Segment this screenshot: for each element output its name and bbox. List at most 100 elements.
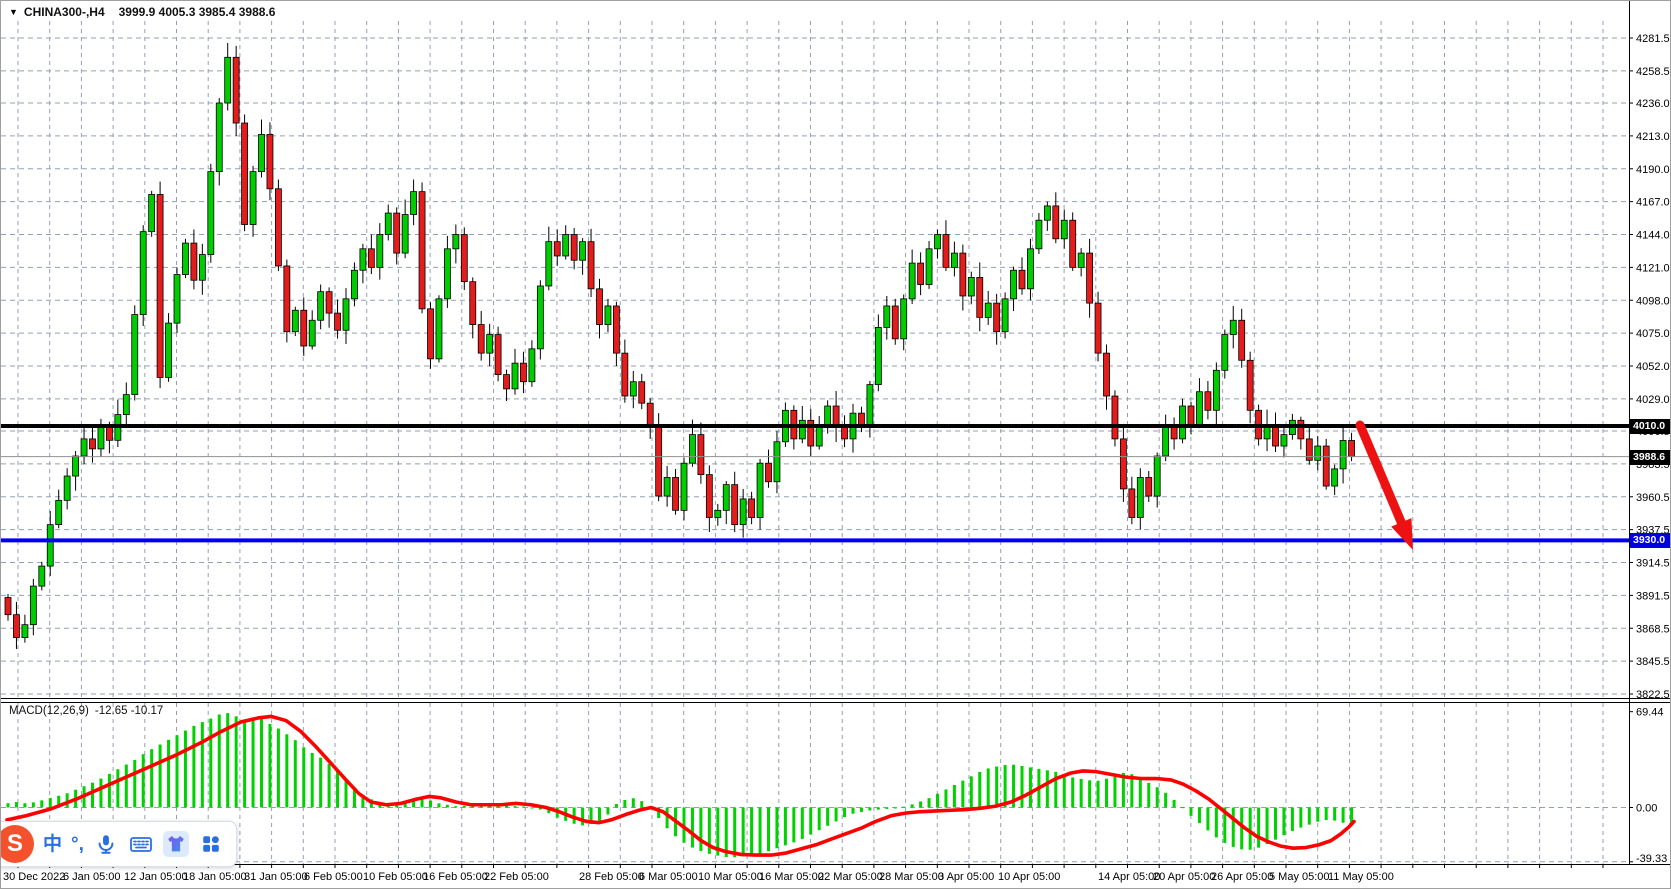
time-tick-label: 28 Feb 05:00 — [579, 871, 644, 883]
apps-grid-icon[interactable] — [198, 831, 224, 857]
macd-bar — [192, 725, 196, 808]
macd-bar — [1054, 771, 1058, 808]
macd-bar — [361, 795, 365, 808]
price-tick-label: 4098.0 — [1636, 295, 1670, 307]
macd-bar — [91, 782, 94, 808]
bear-candle — [587, 241, 595, 290]
bull-candle — [308, 319, 316, 347]
bull-candle — [1339, 440, 1347, 470]
bear-candle — [1069, 219, 1077, 268]
macd-bar — [1088, 780, 1092, 808]
bear-candle — [1305, 438, 1313, 461]
arrow-head[interactable] — [1391, 518, 1413, 550]
macd-bar — [927, 798, 931, 808]
macd-bar — [572, 807, 576, 824]
macd-bar — [1274, 807, 1277, 840]
bear-candle — [241, 122, 249, 225]
macd-bar — [1062, 774, 1066, 808]
bull-candle — [680, 462, 688, 511]
bull-candle — [173, 274, 181, 324]
macd-bar — [23, 803, 27, 808]
bear-candle — [469, 281, 477, 325]
microphone-icon[interactable] — [93, 831, 119, 857]
bear-candle — [942, 234, 950, 268]
macd-bar — [919, 801, 923, 808]
macd-tick-label: -39.33 — [1636, 853, 1667, 865]
bull-candle — [629, 381, 637, 397]
bear-candle — [477, 324, 485, 354]
bull-candle — [401, 214, 409, 254]
macd-bar — [488, 806, 492, 808]
sogou-logo-icon[interactable]: S — [1, 825, 34, 863]
bull-candle — [528, 348, 536, 383]
bull-candle — [511, 362, 519, 390]
bull-candle — [1229, 319, 1237, 335]
symbol-dropdown-icon[interactable]: ▼ — [9, 7, 18, 17]
macd-bar — [412, 800, 416, 808]
time-tick-label: 26 Apr 05:00 — [1211, 871, 1273, 883]
macd-bar — [1341, 807, 1345, 823]
bear-candle — [1120, 438, 1127, 490]
macd-bar — [1147, 782, 1151, 808]
bull-candle — [545, 241, 553, 287]
bull-candle — [1043, 205, 1051, 221]
bear-candle — [300, 309, 308, 347]
keyboard-icon[interactable] — [128, 831, 154, 857]
time-tick-label: 3 Apr 05:00 — [938, 871, 994, 883]
bear-candle — [959, 252, 967, 297]
time-tick-label: 22 Mar 05:00 — [818, 871, 883, 883]
bull-candle — [359, 248, 367, 271]
price-axis[interactable]: 4281.5 4258.5 4236.0 4213.0 4190.0 4167.0 4144… — [1629, 33, 1670, 865]
macd-bar — [809, 807, 813, 835]
macd-bar — [124, 764, 128, 808]
bull-candle — [410, 191, 418, 215]
macd-bar — [767, 807, 770, 852]
bear-candle — [283, 265, 291, 333]
bull-candle — [1280, 434, 1288, 447]
arrow-shaft[interactable] — [1355, 420, 1406, 527]
bear-candle — [1094, 302, 1102, 354]
time-tick-label: 6 Mar 05:00 — [639, 871, 698, 883]
macd-bar — [479, 806, 483, 808]
macd-bar — [116, 769, 120, 808]
macd-bar — [1197, 807, 1201, 824]
macd-bar — [496, 805, 500, 808]
down-arrow-annotation[interactable] — [1355, 420, 1413, 550]
bull-candle — [536, 285, 544, 350]
bull-candle — [798, 419, 806, 440]
bull-candle — [249, 171, 257, 225]
bull-candle — [579, 241, 586, 261]
bull-candle — [1162, 427, 1170, 457]
bear-candle — [1348, 440, 1355, 458]
bear-candle — [494, 334, 502, 375]
bear-candle — [4, 597, 12, 616]
bull-candle — [967, 276, 975, 297]
time-tick-label: 10 Apr 05:00 — [998, 871, 1060, 883]
macd-bar — [150, 749, 154, 808]
punctuation-mode-icon[interactable]: °, — [71, 833, 84, 855]
bull-candle — [80, 438, 88, 457]
macd-bar — [226, 713, 230, 808]
bull-candle — [21, 624, 29, 638]
macd-bar — [1214, 807, 1218, 838]
macd-values: -12.65 -10.17 — [94, 705, 164, 717]
macd-bar — [995, 766, 999, 808]
macd-bar — [783, 807, 787, 846]
macd-bar — [665, 807, 669, 829]
bear-candle — [638, 381, 646, 404]
bear-candle — [367, 248, 375, 268]
bull-candle — [55, 499, 63, 526]
skin-theme-icon[interactable] — [162, 831, 189, 857]
bull-candle — [1077, 252, 1085, 268]
macd-bar — [657, 807, 661, 819]
bear-candle — [460, 234, 468, 283]
bull-candle — [342, 298, 350, 331]
macd-bar — [454, 806, 458, 808]
chinese-mode-icon[interactable]: 中 — [43, 833, 63, 855]
bull-candle — [951, 252, 958, 268]
macd-bar — [133, 759, 137, 808]
macd-bar — [14, 802, 18, 808]
